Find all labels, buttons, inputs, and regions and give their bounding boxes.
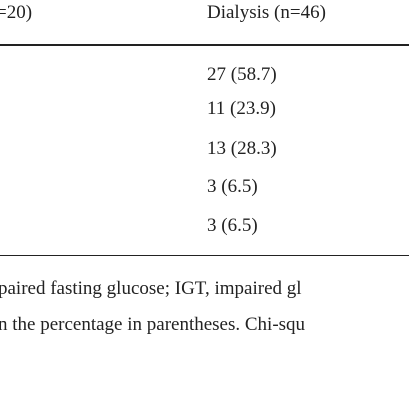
table-cell: 3 (6.5) [207,215,258,236]
bottom-rule [0,255,409,256]
column-header: =20) [0,2,33,23]
column-header: Dialysis (n=46) [207,2,326,23]
top-rule [0,44,409,46]
footnote-line: n the percentage in parentheses. Chi-squ [0,314,306,335]
footnote-line: paired fasting glucose; IGT, impaired gl [0,278,302,299]
table-cell: 3 (6.5) [207,176,258,197]
table-cell: 27 (58.7) [207,64,277,85]
table-cell: 11 (23.9) [207,98,276,119]
table-cell: 13 (28.3) [207,138,277,159]
